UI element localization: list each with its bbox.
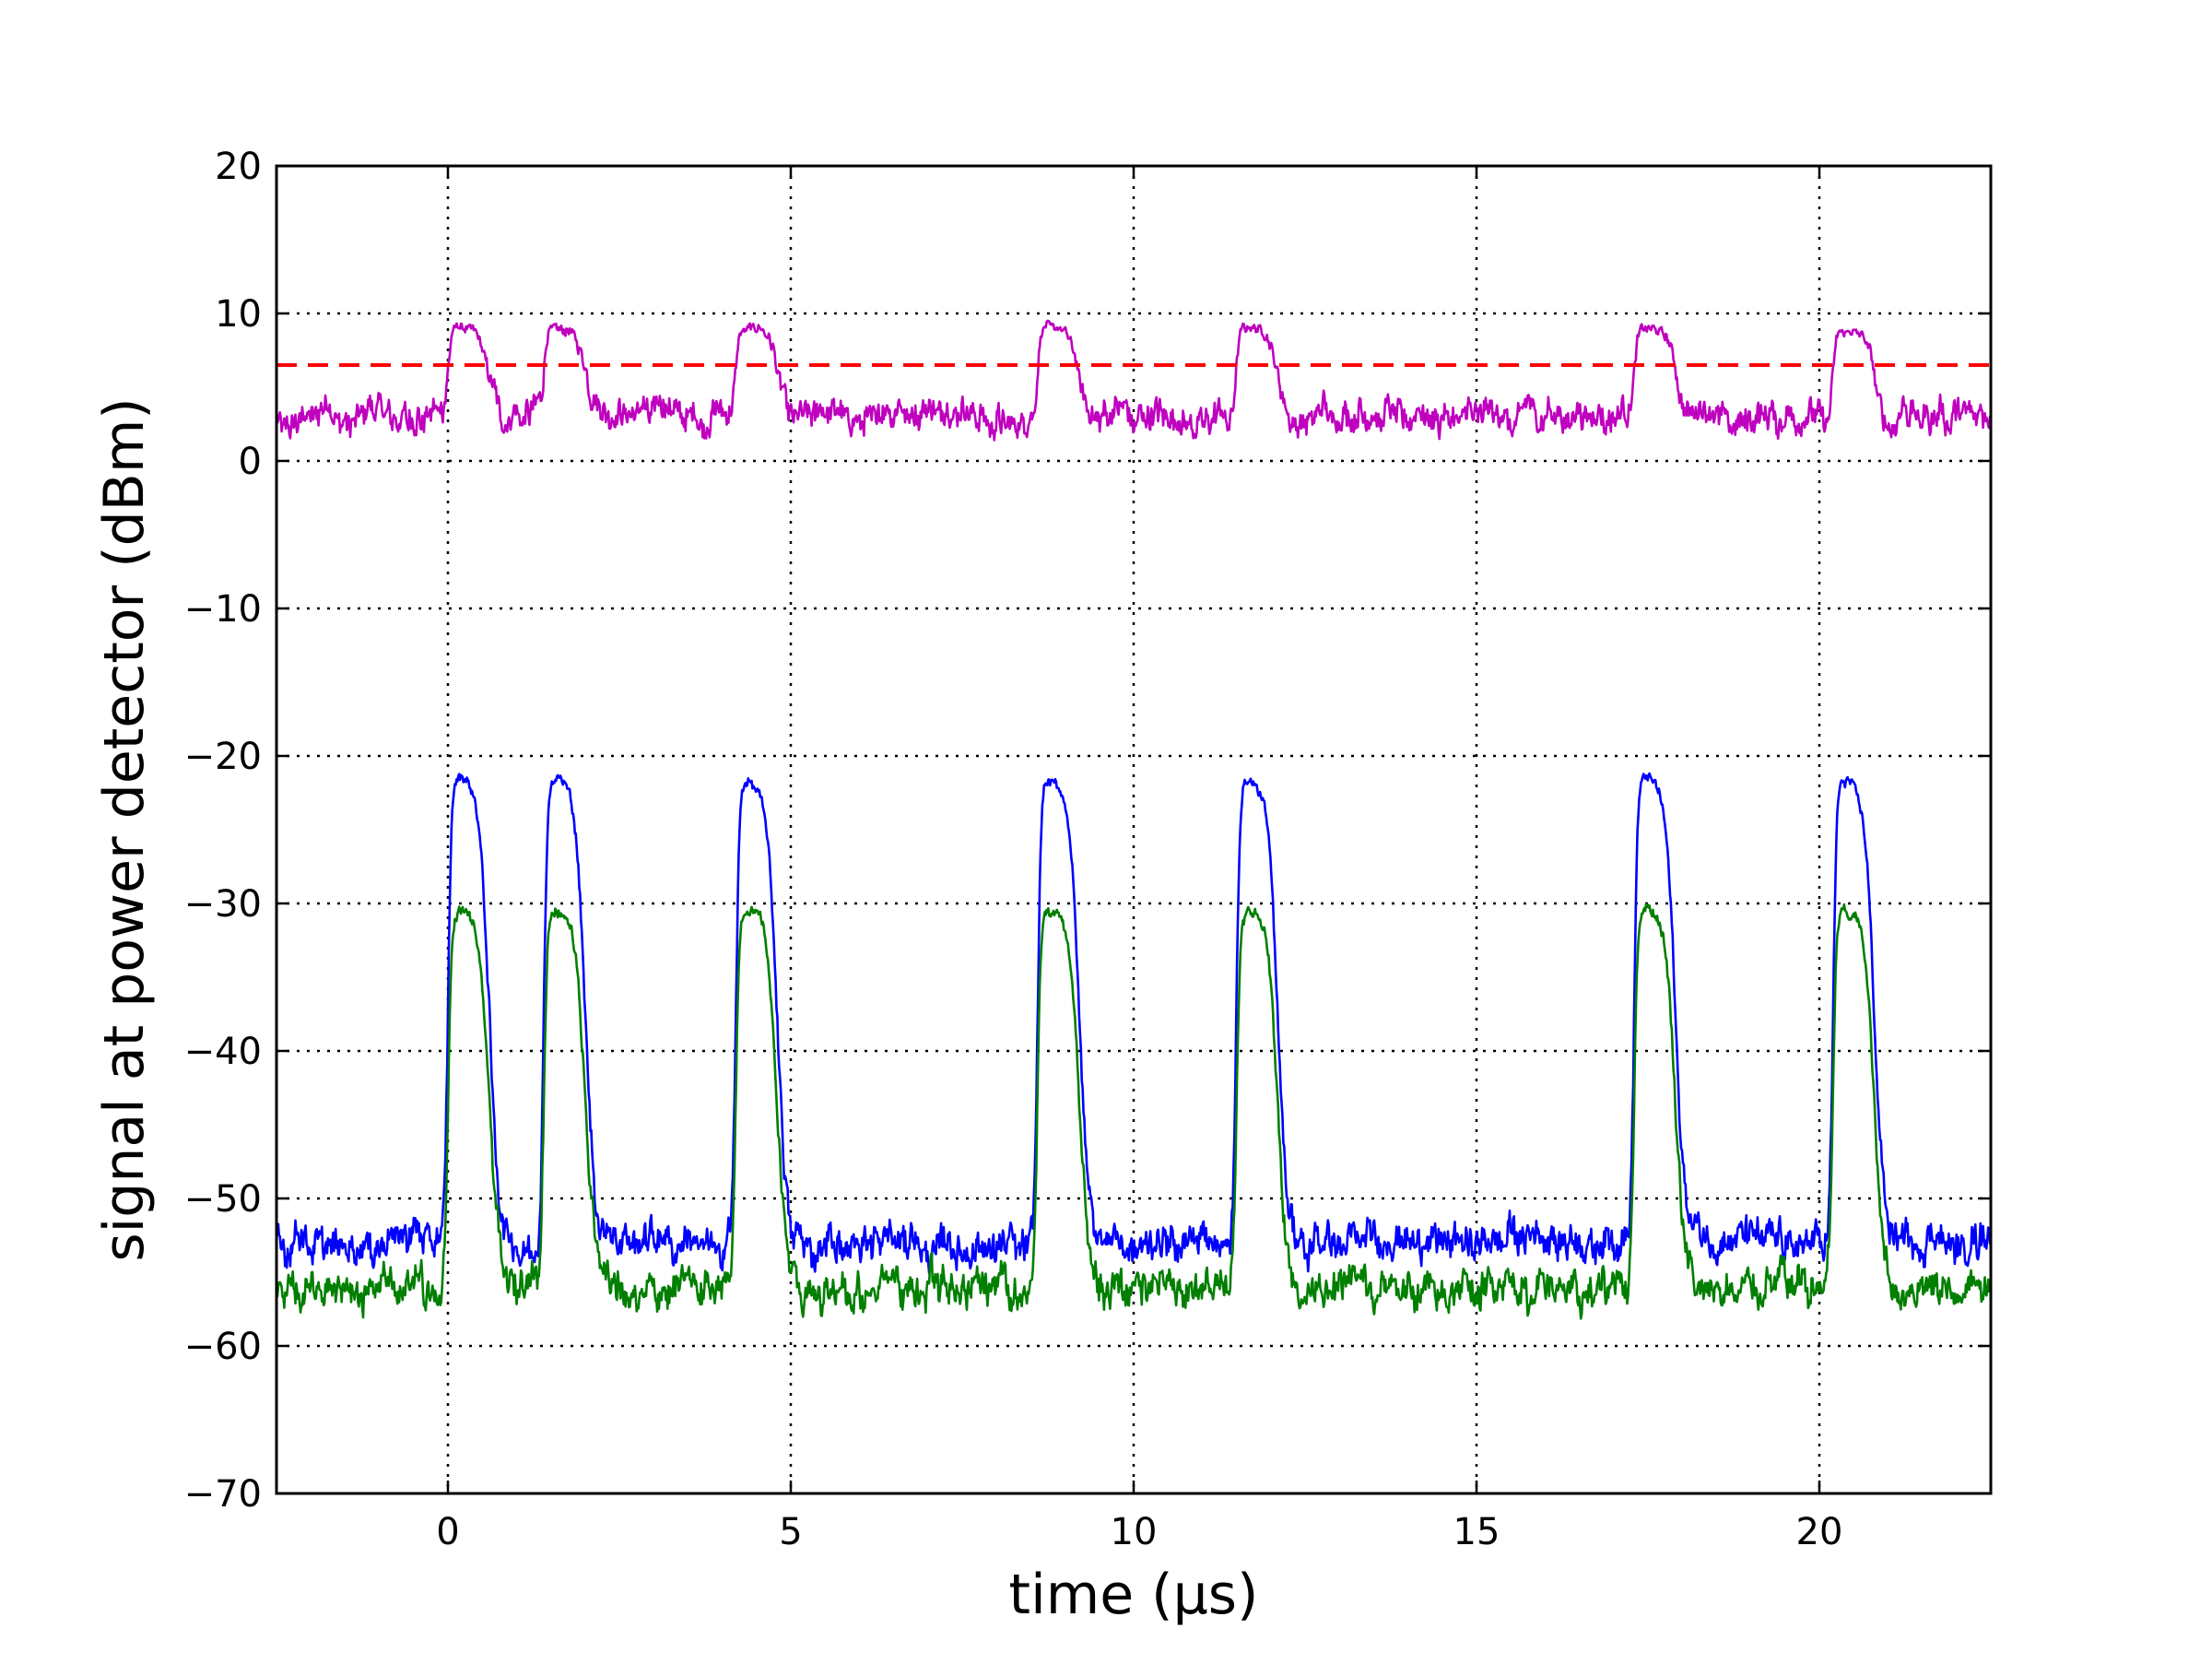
series-line-2: [275, 772, 1993, 1274]
y-tick-label: 20: [215, 146, 262, 188]
y-tick-labels: −70 −60 −50 −40 −30 −20 −10 0 10 20: [184, 146, 262, 1516]
x-tick-label: 10: [1111, 1511, 1158, 1553]
y-tick-label: −10: [184, 588, 262, 631]
y-tick-label: −20: [184, 736, 262, 778]
y-tick-label: −60: [184, 1326, 262, 1368]
y-tick-label: 0: [239, 441, 262, 483]
series-line-1: [275, 319, 1992, 442]
plot-area: [275, 319, 1993, 1320]
x-tick-label: 20: [1796, 1511, 1843, 1553]
y-tick-label: −30: [184, 883, 262, 926]
x-tick-labels: 0 5 10 15 20: [436, 1511, 1842, 1553]
y-tick-label: −50: [184, 1178, 262, 1221]
x-tick-label: 0: [436, 1511, 459, 1553]
y-tick-label: −70: [184, 1473, 262, 1516]
y-axis-label: signal at power detector (dBm): [92, 397, 157, 1261]
axes-frame: [275, 164, 1993, 1495]
y-tick-label: −40: [184, 1031, 262, 1073]
series-line-3: [275, 903, 1993, 1320]
x-axis-label: time (μs): [1009, 1563, 1259, 1627]
x-tick-label: 15: [1453, 1511, 1500, 1553]
x-tick-label: 5: [779, 1511, 802, 1553]
y-tick-label: 10: [215, 293, 262, 336]
